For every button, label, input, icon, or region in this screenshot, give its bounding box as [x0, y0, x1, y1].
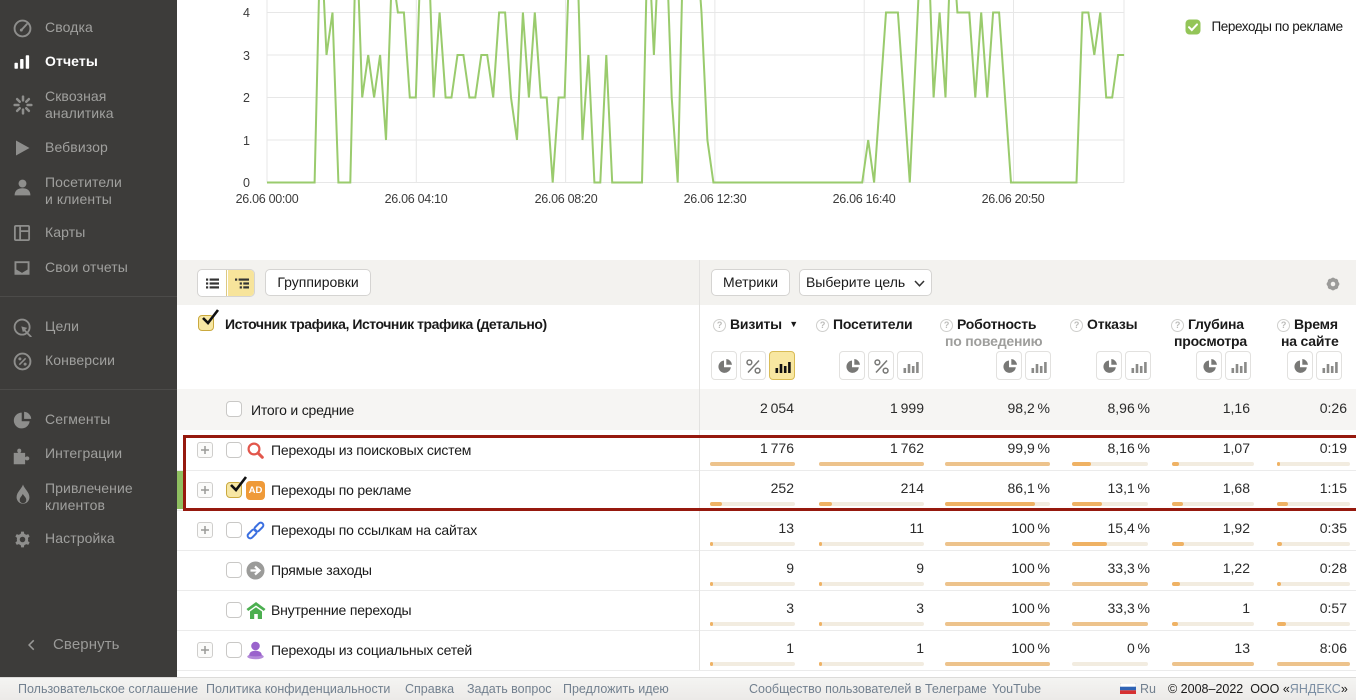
svg-text:26.06 12:30: 26.06 12:30 — [684, 192, 747, 206]
svg-text:26.06 08:20: 26.06 08:20 — [535, 192, 598, 206]
svg-text:0: 0 — [243, 176, 250, 190]
svg-text:26.06 00:00: 26.06 00:00 — [236, 192, 299, 206]
svg-text:26.06 20:50: 26.06 20:50 — [982, 192, 1045, 206]
svg-text:26.06 16:40: 26.06 16:40 — [833, 192, 896, 206]
svg-text:3: 3 — [243, 49, 250, 63]
svg-text:4: 4 — [243, 6, 250, 20]
svg-text:2: 2 — [243, 91, 250, 105]
svg-text:1: 1 — [243, 134, 250, 148]
svg-text:26.06 04:10: 26.06 04:10 — [385, 192, 448, 206]
